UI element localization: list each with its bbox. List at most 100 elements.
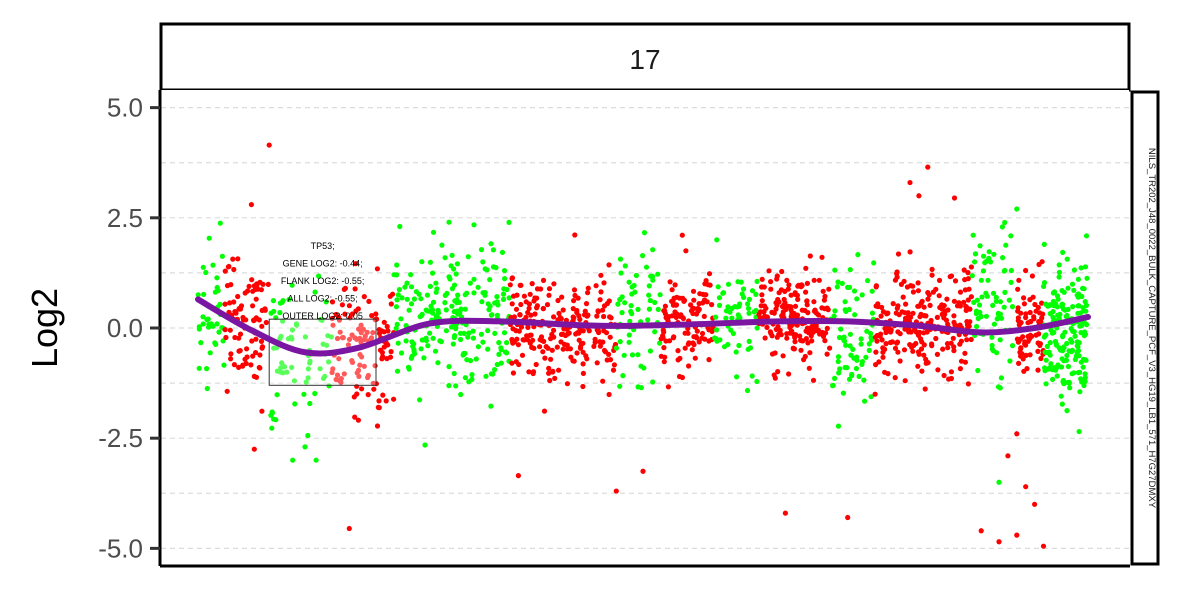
- data-point: [219, 253, 225, 259]
- data-point: [1078, 265, 1084, 271]
- data-point: [592, 336, 598, 342]
- data-point: [804, 302, 810, 308]
- data-point: [598, 289, 604, 295]
- data-point: [650, 273, 656, 279]
- data-point: [669, 313, 675, 319]
- data-point: [244, 346, 250, 352]
- data-point: [196, 365, 202, 371]
- data-point: [509, 360, 515, 366]
- data-point: [723, 315, 729, 321]
- data-point: [268, 310, 274, 316]
- data-point: [322, 373, 328, 379]
- data-point: [452, 333, 458, 339]
- data-point: [398, 350, 405, 356]
- data-point: [394, 262, 400, 268]
- data-point: [1049, 330, 1055, 336]
- data-point: [336, 356, 342, 362]
- data-point: [411, 341, 417, 347]
- data-point: [515, 342, 522, 348]
- data-point: [246, 283, 252, 289]
- data-point: [696, 301, 702, 307]
- data-point: [303, 379, 309, 385]
- data-point: [720, 290, 726, 296]
- data-point: [1056, 274, 1062, 280]
- data-point: [1080, 285, 1086, 291]
- data-point: [762, 335, 768, 341]
- data-point: [464, 290, 470, 296]
- data-point: [733, 349, 739, 355]
- data-point: [1060, 377, 1066, 384]
- data-point: [799, 283, 805, 289]
- data-point: [780, 309, 786, 315]
- data-point: [548, 356, 554, 362]
- data-point: [551, 281, 557, 287]
- data-point: [1083, 308, 1089, 314]
- data-point: [1000, 255, 1006, 261]
- data-point: [551, 334, 557, 340]
- data-point: [485, 328, 491, 334]
- data-point: [847, 331, 854, 337]
- data-point: [417, 397, 423, 403]
- data-point: [610, 367, 617, 373]
- data-point: [941, 372, 947, 379]
- data-point: [394, 297, 400, 303]
- data-point: [530, 337, 536, 343]
- data-point: [467, 358, 474, 364]
- data-point: [393, 304, 399, 310]
- y-tick-label: 0.0: [107, 313, 143, 343]
- data-point: [991, 251, 997, 257]
- data-point: [968, 336, 974, 343]
- data-point: [661, 359, 667, 365]
- data-point: [509, 276, 515, 282]
- data-point: [717, 337, 723, 343]
- data-point: [555, 297, 561, 304]
- data-point: [882, 346, 888, 352]
- data-point: [706, 357, 712, 363]
- data-point: [1066, 348, 1072, 354]
- data-point: [601, 313, 607, 320]
- data-point: [873, 284, 879, 290]
- data-point: [554, 344, 560, 350]
- data-point: [256, 364, 262, 371]
- data-point: [253, 350, 259, 356]
- data-point: [952, 278, 959, 284]
- data-point: [901, 347, 908, 353]
- data-point: [361, 294, 367, 300]
- data-point: [836, 334, 843, 341]
- data-point: [972, 259, 978, 265]
- data-point: [806, 365, 812, 371]
- data-point: [1065, 285, 1071, 291]
- data-point: [427, 283, 433, 289]
- y-axis-title: Log2: [24, 288, 65, 368]
- data-point: [359, 386, 365, 392]
- data-point: [939, 311, 945, 317]
- data-point: [525, 324, 531, 330]
- data-point: [245, 288, 251, 294]
- data-point: [387, 354, 394, 360]
- data-point: [541, 408, 548, 414]
- data-point: [578, 344, 584, 350]
- data-point: [597, 297, 603, 303]
- data-point: [754, 378, 760, 385]
- data-point: [792, 303, 799, 309]
- data-point: [564, 326, 570, 332]
- data-point: [506, 219, 512, 225]
- data-point: [338, 376, 344, 382]
- data-point: [804, 280, 811, 286]
- data-point: [740, 286, 747, 292]
- data-point: [251, 283, 257, 289]
- data-point: [823, 330, 829, 336]
- data-point: [556, 367, 562, 373]
- data-point: [357, 362, 363, 368]
- data-point: [369, 313, 375, 319]
- data-point: [843, 342, 849, 348]
- data-point: [835, 279, 841, 285]
- data-point: [773, 300, 779, 306]
- data-point: [574, 307, 580, 314]
- data-point: [222, 301, 228, 307]
- data-point: [951, 313, 957, 319]
- data-point: [1077, 369, 1083, 375]
- data-point: [383, 398, 389, 404]
- data-point: [936, 293, 942, 299]
- data-point: [778, 287, 785, 293]
